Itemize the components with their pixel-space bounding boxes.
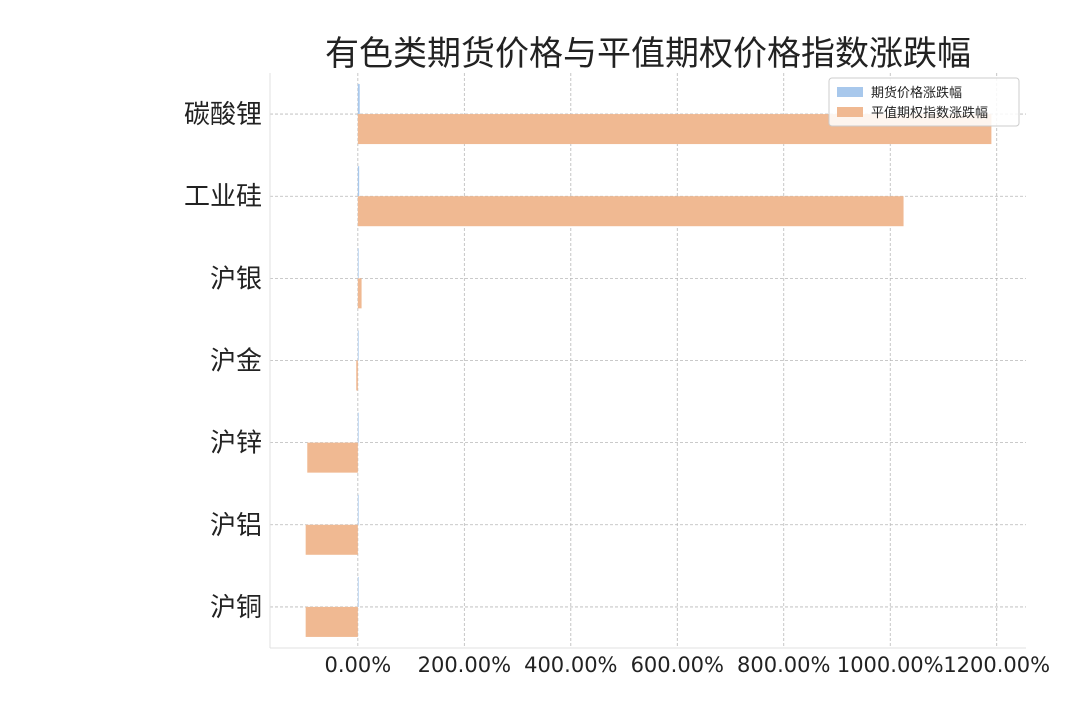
bar-option-index [307, 442, 358, 473]
axes: 0.00% 200.00% 400.00% 600.00% 800.00% 1000.00… [184, 73, 1050, 677]
y-tick-label: 沪银 [210, 264, 262, 294]
legend-label: 平值期权指数涨跌幅 [871, 105, 988, 121]
legend-swatch [837, 87, 863, 97]
x-tick-label: 1000.00% [837, 653, 944, 677]
bar-futures [357, 494, 359, 525]
x-tick-label: 0.00% [324, 653, 391, 677]
x-tick-label: 400.00% [524, 653, 617, 677]
bar-futures [357, 248, 359, 279]
x-tick-label: 600.00% [631, 653, 724, 677]
y-tick-label: 沪铜 [210, 593, 262, 623]
y-tick-label: 工业硅 [184, 182, 262, 212]
bar-futures [357, 576, 359, 607]
y-tick-label: 沪锌 [210, 429, 262, 459]
bar-option-index [305, 606, 358, 637]
bar-futures [357, 412, 359, 443]
grid [270, 73, 1026, 648]
x-tick-label: 1200.00% [943, 653, 1050, 677]
bar-option-index [356, 360, 358, 391]
bars [305, 84, 992, 637]
bar-futures [357, 330, 359, 361]
y-tick-label: 沪金 [210, 347, 262, 377]
x-tick-label: 200.00% [418, 653, 511, 677]
bar-futures [357, 84, 360, 115]
legend-box [828, 77, 1020, 127]
bar-option-index [357, 278, 362, 309]
legend-label: 期货价格涨跌幅 [871, 85, 962, 101]
chart-title: 有色类期货价格与平值期权价格指数涨跌幅 [325, 34, 971, 74]
bar-futures [357, 166, 360, 197]
bar-option-index [357, 196, 904, 227]
y-tick-label: 沪铝 [210, 511, 262, 541]
bar-option-index [305, 524, 358, 555]
y-tick-label: 碳酸锂 [184, 100, 262, 130]
x-tick-label: 800.00% [737, 653, 830, 677]
legend-swatch [837, 107, 863, 117]
